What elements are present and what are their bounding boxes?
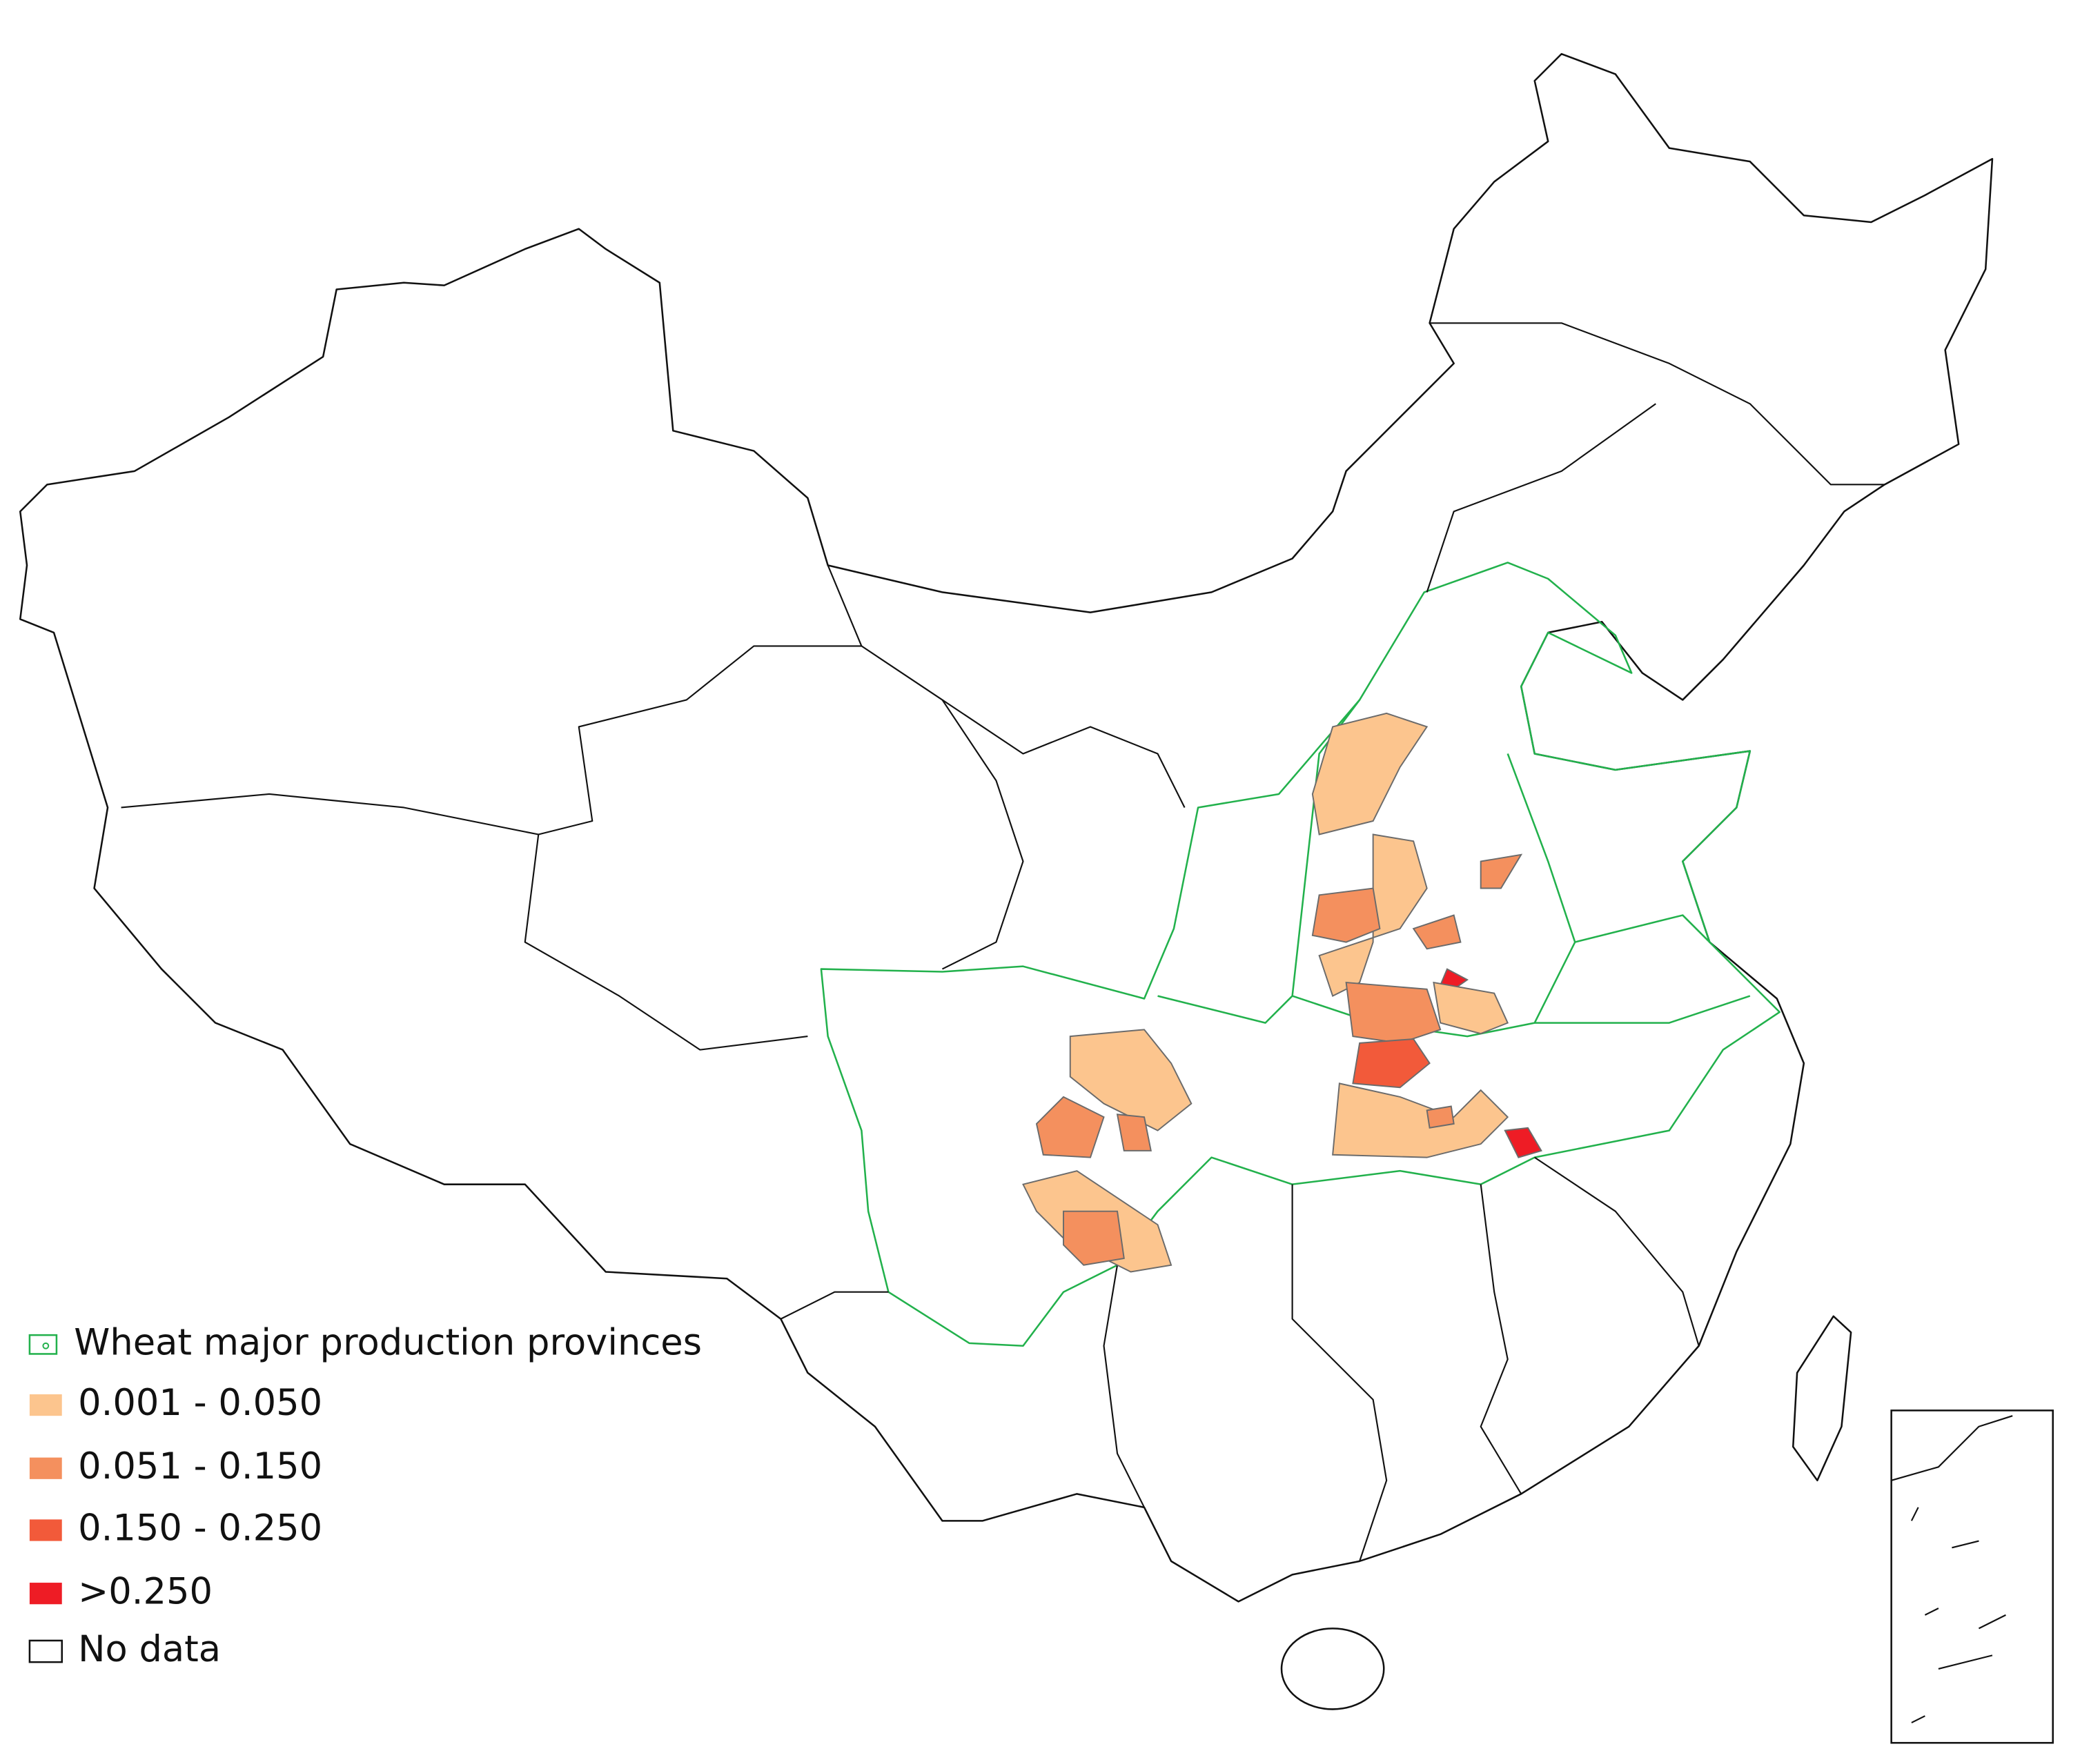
legend-label: No data	[78, 1628, 221, 1670]
inset-frame	[1890, 1409, 2054, 1744]
island-hainan	[1280, 1628, 1385, 1710]
legend-label: 0.150 - 0.250	[78, 1507, 322, 1550]
legend-swatch	[28, 1639, 63, 1663]
province-borders	[121, 322, 1885, 1562]
legend-swatch	[29, 1519, 62, 1541]
wheat-region	[820, 562, 1781, 1347]
legend-swatch	[29, 1394, 62, 1416]
choropleth-patches	[1022, 712, 1542, 1273]
country-outline	[19, 52, 1994, 1603]
legend-swatch-dot	[42, 1342, 50, 1349]
inset-islands	[1891, 1415, 2013, 1723]
legend-label: Wheat major production provinces	[74, 1321, 702, 1363]
legend: Wheat major production provinces 0.001 - …	[28, 1321, 702, 1670]
legend-swatch	[29, 1583, 62, 1605]
island-taiwan	[1792, 1315, 1852, 1482]
legend-swatch	[29, 1457, 62, 1479]
legend-label: 0.001 - 0.050	[78, 1382, 322, 1424]
legend-label: >0.250	[78, 1570, 213, 1612]
legend-label: 0.051 - 0.150	[78, 1445, 322, 1487]
